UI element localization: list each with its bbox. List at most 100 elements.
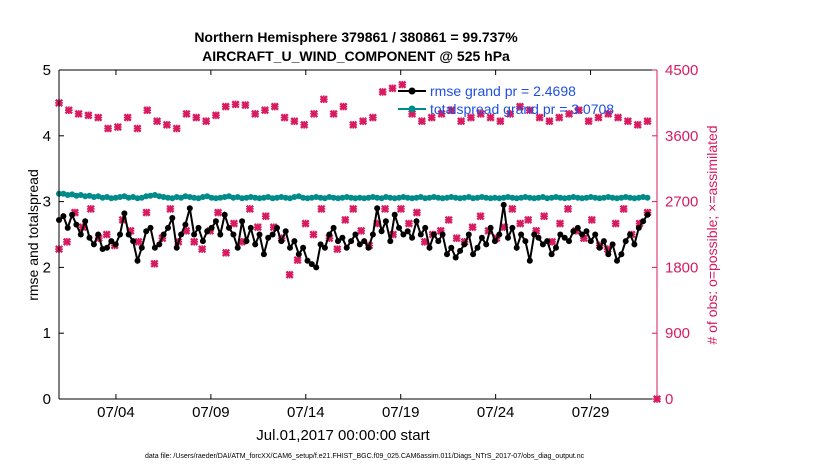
left-axis-label: rmse and totalspread	[25, 169, 41, 301]
obs-count-point	[86, 204, 95, 213]
rmse-point	[151, 244, 158, 251]
totalspread-point	[99, 194, 106, 201]
totalspread-point	[496, 195, 503, 202]
legend-rmse-marker	[408, 87, 416, 95]
rmse-point	[470, 251, 477, 258]
rmse-point	[544, 238, 551, 245]
totalspread-point	[592, 194, 599, 201]
totalspread-series	[56, 190, 651, 202]
totalspread-point	[313, 194, 320, 200]
rmse-point	[561, 234, 568, 241]
rmse-point	[260, 251, 267, 258]
totalspread-point	[526, 194, 533, 201]
rmse-point	[631, 241, 638, 248]
rmse-point	[600, 238, 607, 245]
obs-count-point	[563, 204, 573, 213]
totalspread-point	[108, 195, 115, 202]
totalspread-point	[570, 194, 577, 200]
rmse-point	[448, 244, 455, 251]
obs-count-point	[466, 113, 476, 122]
left-tick-label: 5	[43, 62, 51, 79]
obs-count-point	[417, 117, 426, 126]
x-tick-label: 07/14	[287, 404, 325, 421]
obs-count-point	[245, 204, 254, 213]
totalspread-point	[522, 194, 529, 200]
rmse-point	[426, 244, 433, 251]
right-tick-label: 3600	[665, 128, 698, 145]
left-tick-label: 0	[43, 391, 51, 408]
obs-count-point	[317, 204, 326, 213]
rmse-point	[226, 224, 232, 231]
right-tick-label: 900	[665, 325, 690, 342]
totalspread-point	[600, 194, 607, 201]
totalspread-point	[212, 195, 219, 202]
rmse-point	[73, 221, 80, 228]
obs-count-point	[555, 113, 564, 122]
obs-count-point	[231, 100, 240, 109]
rmse-point	[274, 224, 280, 231]
totalspread-point	[474, 194, 481, 201]
obs-count-point	[133, 124, 142, 133]
rmse-point	[221, 211, 228, 218]
obs-count-point	[548, 237, 557, 246]
obs-count-point	[468, 223, 477, 232]
rmse-point	[570, 228, 577, 235]
obs-count-point	[214, 208, 223, 217]
obs-count-point	[564, 109, 574, 118]
totalspread-point	[387, 194, 394, 201]
rmse-point	[496, 231, 503, 238]
obs-count-point	[301, 219, 310, 228]
rmse-point	[86, 234, 93, 241]
obs-count-point	[229, 219, 239, 228]
rmse-point	[212, 218, 219, 225]
rmse-point	[278, 238, 285, 245]
obs-count-point	[619, 204, 628, 213]
rmse-point	[178, 231, 185, 238]
rmse-point	[627, 231, 634, 238]
rmse-point	[400, 231, 407, 238]
rmse-point	[265, 234, 272, 241]
rmse-point	[382, 218, 389, 225]
totalspread-point	[247, 194, 254, 200]
totalspread-point	[631, 195, 638, 202]
totalspread-point	[644, 194, 651, 201]
totalspread-point	[483, 194, 490, 201]
x-tick-label: 07/29	[572, 404, 610, 421]
rmse-point	[553, 244, 559, 251]
rmse-point	[125, 231, 132, 238]
rmse-point	[352, 231, 359, 238]
rmse-point	[317, 241, 324, 248]
chart-title-line1: Northern Hemisphere 379861 / 380861 = 99…	[194, 29, 518, 45]
obs-count-point	[388, 84, 397, 93]
rmse-point	[413, 218, 420, 225]
rmse-point	[173, 244, 180, 251]
obs-count-point	[260, 106, 270, 115]
totalspread-point	[291, 194, 298, 200]
totalspread-point	[505, 194, 511, 200]
totalspread-point	[396, 194, 402, 201]
rmse-point	[138, 244, 145, 251]
rmse-point	[291, 238, 298, 245]
totalspread-point	[173, 194, 180, 200]
obs-count-point	[476, 109, 485, 118]
totalspread-point	[614, 195, 620, 202]
rmse-point	[230, 231, 237, 238]
rmse-point	[104, 244, 110, 251]
rmse-point	[195, 224, 202, 231]
obs-count-point	[62, 237, 72, 246]
rmse-point	[557, 231, 564, 238]
rmse-point	[247, 224, 254, 231]
rmse-point	[143, 228, 150, 235]
x-tick-label: 07/24	[477, 404, 515, 421]
rmse-point	[169, 215, 176, 221]
obs-count-point	[457, 117, 466, 126]
chart-title-line2: AIRCRAFT_U_WIND_COMPONENT @ 525 hPa	[202, 48, 510, 64]
totalspread-point	[544, 195, 551, 202]
rmse-point	[422, 224, 429, 231]
rmse-point	[343, 244, 350, 251]
rmse-point	[491, 238, 498, 245]
rmse-point	[522, 238, 529, 245]
obs-count-point	[241, 101, 250, 110]
obs-count-point	[349, 204, 358, 213]
obs-count-series	[54, 80, 662, 404]
